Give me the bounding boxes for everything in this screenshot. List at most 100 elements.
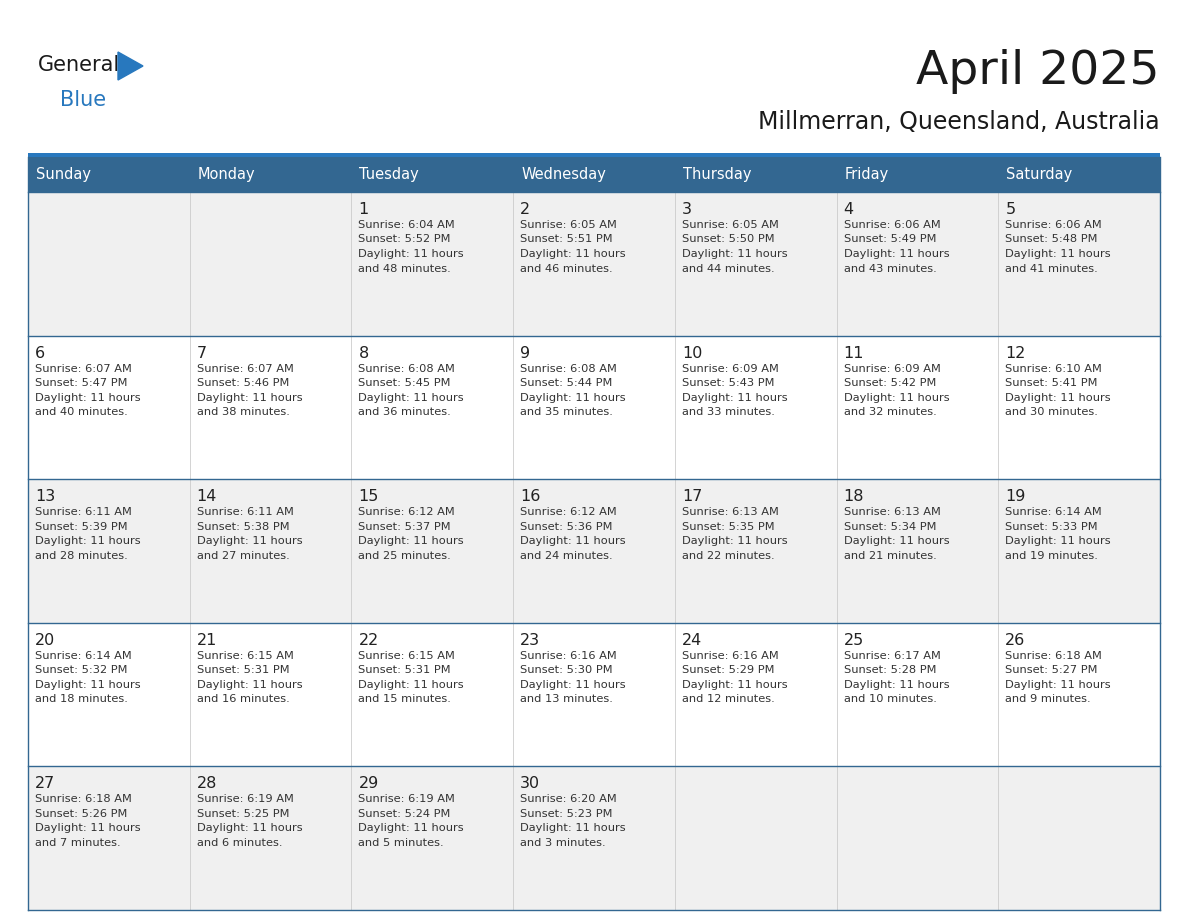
Text: Daylight: 11 hours: Daylight: 11 hours (843, 393, 949, 403)
Text: Sunset: 5:43 PM: Sunset: 5:43 PM (682, 378, 775, 388)
Text: Sunrise: 6:09 AM: Sunrise: 6:09 AM (843, 364, 941, 374)
Text: Sunset: 5:29 PM: Sunset: 5:29 PM (682, 666, 775, 676)
Text: 6: 6 (34, 345, 45, 361)
Text: Daylight: 11 hours: Daylight: 11 hours (682, 680, 788, 689)
Text: 14: 14 (197, 489, 217, 504)
Text: Daylight: 11 hours: Daylight: 11 hours (520, 536, 626, 546)
Bar (29, 153, 1159, 157)
Text: Daylight: 11 hours: Daylight: 11 hours (359, 823, 465, 834)
Text: Daylight: 11 hours: Daylight: 11 hours (359, 680, 465, 689)
Text: Daylight: 11 hours: Daylight: 11 hours (34, 393, 140, 403)
Text: 9: 9 (520, 345, 530, 361)
Text: Daylight: 11 hours: Daylight: 11 hours (34, 823, 140, 834)
Text: Sunrise: 6:05 AM: Sunrise: 6:05 AM (520, 220, 617, 230)
Text: Sunrise: 6:18 AM: Sunrise: 6:18 AM (1005, 651, 1102, 661)
Text: 18: 18 (843, 489, 864, 504)
Text: Daylight: 11 hours: Daylight: 11 hours (843, 536, 949, 546)
Text: Sunrise: 6:16 AM: Sunrise: 6:16 AM (682, 651, 778, 661)
Text: Sunrise: 6:19 AM: Sunrise: 6:19 AM (359, 794, 455, 804)
Text: Sunrise: 6:04 AM: Sunrise: 6:04 AM (359, 220, 455, 230)
Text: and 30 minutes.: and 30 minutes. (1005, 407, 1098, 417)
Text: 26: 26 (1005, 633, 1025, 648)
Polygon shape (118, 52, 143, 80)
Text: Sunset: 5:31 PM: Sunset: 5:31 PM (359, 666, 451, 676)
Text: Sunset: 5:41 PM: Sunset: 5:41 PM (1005, 378, 1098, 388)
Text: and 43 minutes.: and 43 minutes. (843, 263, 936, 274)
Text: and 25 minutes.: and 25 minutes. (359, 551, 451, 561)
Text: Sunset: 5:44 PM: Sunset: 5:44 PM (520, 378, 613, 388)
Text: Daylight: 11 hours: Daylight: 11 hours (682, 393, 788, 403)
Text: and 24 minutes.: and 24 minutes. (520, 551, 613, 561)
Text: 21: 21 (197, 633, 217, 648)
Text: Sunrise: 6:11 AM: Sunrise: 6:11 AM (34, 508, 132, 517)
Text: Sunset: 5:35 PM: Sunset: 5:35 PM (682, 521, 775, 532)
Text: Daylight: 11 hours: Daylight: 11 hours (197, 536, 302, 546)
Text: Daylight: 11 hours: Daylight: 11 hours (34, 536, 140, 546)
Text: 2: 2 (520, 202, 530, 217)
Text: and 18 minutes.: and 18 minutes. (34, 694, 128, 704)
Text: Daylight: 11 hours: Daylight: 11 hours (197, 393, 302, 403)
Text: 5: 5 (1005, 202, 1016, 217)
Text: Sunrise: 6:10 AM: Sunrise: 6:10 AM (1005, 364, 1102, 374)
Text: Sunset: 5:42 PM: Sunset: 5:42 PM (843, 378, 936, 388)
Text: Sunrise: 6:15 AM: Sunrise: 6:15 AM (359, 651, 455, 661)
Text: Sunrise: 6:12 AM: Sunrise: 6:12 AM (520, 508, 617, 517)
Text: Daylight: 11 hours: Daylight: 11 hours (843, 249, 949, 259)
Text: 10: 10 (682, 345, 702, 361)
Text: Sunrise: 6:09 AM: Sunrise: 6:09 AM (682, 364, 778, 374)
Text: and 3 minutes.: and 3 minutes. (520, 838, 606, 848)
Text: Daylight: 11 hours: Daylight: 11 hours (1005, 249, 1111, 259)
Text: and 33 minutes.: and 33 minutes. (682, 407, 775, 417)
Text: Sunset: 5:36 PM: Sunset: 5:36 PM (520, 521, 613, 532)
Text: Daylight: 11 hours: Daylight: 11 hours (359, 249, 465, 259)
Text: Sunset: 5:28 PM: Sunset: 5:28 PM (843, 666, 936, 676)
Text: and 6 minutes.: and 6 minutes. (197, 838, 283, 848)
Text: Sunrise: 6:14 AM: Sunrise: 6:14 AM (1005, 508, 1102, 517)
Text: Sunset: 5:39 PM: Sunset: 5:39 PM (34, 521, 127, 532)
Text: Sunset: 5:51 PM: Sunset: 5:51 PM (520, 234, 613, 244)
Text: 30: 30 (520, 777, 541, 791)
Text: and 19 minutes.: and 19 minutes. (1005, 551, 1098, 561)
Text: Thursday: Thursday (683, 167, 751, 182)
Text: 27: 27 (34, 777, 56, 791)
Bar (29, 479, 1159, 622)
Text: Sunrise: 6:08 AM: Sunrise: 6:08 AM (520, 364, 617, 374)
Text: Daylight: 11 hours: Daylight: 11 hours (197, 680, 302, 689)
Text: and 48 minutes.: and 48 minutes. (359, 263, 451, 274)
Text: and 21 minutes.: and 21 minutes. (843, 551, 936, 561)
Text: 25: 25 (843, 633, 864, 648)
Text: and 46 minutes.: and 46 minutes. (520, 263, 613, 274)
Text: Sunset: 5:37 PM: Sunset: 5:37 PM (359, 521, 451, 532)
Bar (29, 157, 1159, 192)
Text: Tuesday: Tuesday (360, 167, 419, 182)
Text: Sunset: 5:31 PM: Sunset: 5:31 PM (197, 666, 290, 676)
Text: Sunday: Sunday (36, 167, 91, 182)
Text: and 16 minutes.: and 16 minutes. (197, 694, 290, 704)
Text: and 28 minutes.: and 28 minutes. (34, 551, 128, 561)
Text: Sunrise: 6:20 AM: Sunrise: 6:20 AM (520, 794, 617, 804)
Text: Sunrise: 6:11 AM: Sunrise: 6:11 AM (197, 508, 293, 517)
Text: Sunrise: 6:13 AM: Sunrise: 6:13 AM (843, 508, 941, 517)
Text: Sunset: 5:25 PM: Sunset: 5:25 PM (197, 809, 289, 819)
Text: 7: 7 (197, 345, 207, 361)
Text: 16: 16 (520, 489, 541, 504)
Text: Daylight: 11 hours: Daylight: 11 hours (682, 536, 788, 546)
Text: Millmerran, Queensland, Australia: Millmerran, Queensland, Australia (758, 110, 1159, 134)
Text: Monday: Monday (197, 167, 255, 182)
Text: Wednesday: Wednesday (522, 167, 606, 182)
Text: 17: 17 (682, 489, 702, 504)
Text: Sunset: 5:48 PM: Sunset: 5:48 PM (1005, 234, 1098, 244)
Text: and 32 minutes.: and 32 minutes. (843, 407, 936, 417)
Text: and 7 minutes.: and 7 minutes. (34, 838, 121, 848)
Text: Daylight: 11 hours: Daylight: 11 hours (1005, 536, 1111, 546)
Text: Daylight: 11 hours: Daylight: 11 hours (682, 249, 788, 259)
Text: and 10 minutes.: and 10 minutes. (843, 694, 936, 704)
Text: 12: 12 (1005, 345, 1025, 361)
Text: Sunrise: 6:18 AM: Sunrise: 6:18 AM (34, 794, 132, 804)
Text: Daylight: 11 hours: Daylight: 11 hours (520, 249, 626, 259)
Text: 24: 24 (682, 633, 702, 648)
Text: Sunrise: 6:19 AM: Sunrise: 6:19 AM (197, 794, 293, 804)
Text: Sunset: 5:27 PM: Sunset: 5:27 PM (1005, 666, 1098, 676)
Text: and 44 minutes.: and 44 minutes. (682, 263, 775, 274)
Text: 28: 28 (197, 777, 217, 791)
